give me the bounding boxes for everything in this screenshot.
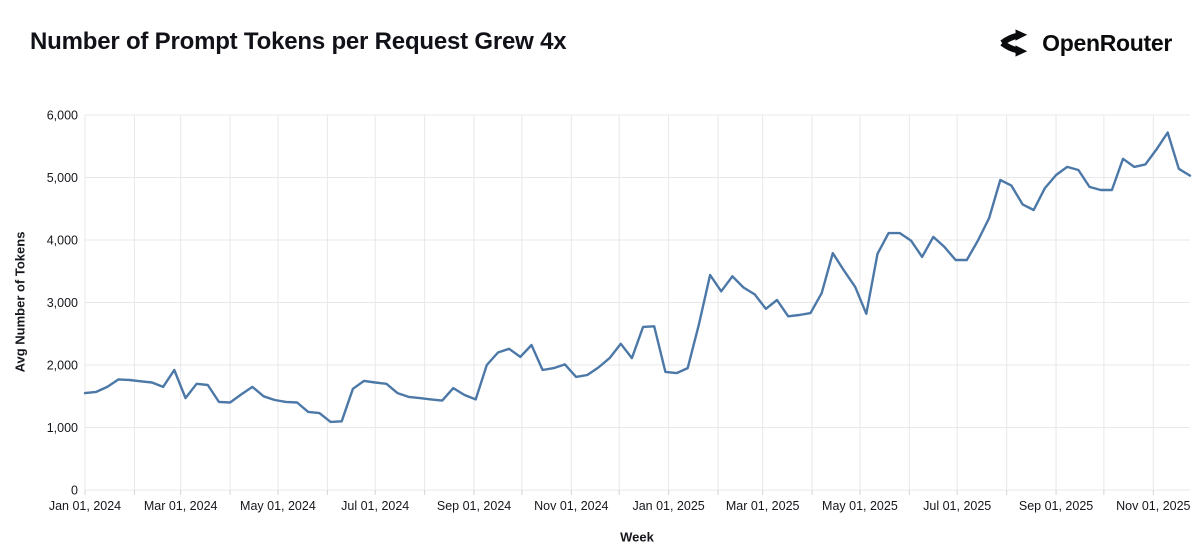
x-tick-label: Jan 01, 2025 bbox=[632, 499, 704, 513]
y-tick-label: 2,000 bbox=[47, 359, 78, 373]
series-line bbox=[83, 131, 1192, 424]
openrouter-logo-icon bbox=[998, 26, 1032, 60]
y-tick-label: 4,000 bbox=[47, 234, 78, 248]
x-tick-label: Jan 01, 2024 bbox=[49, 499, 121, 513]
y-tick-label: 1,000 bbox=[47, 421, 78, 435]
x-tick-label: Jul 01, 2025 bbox=[923, 499, 991, 513]
x-tick-label: Mar 01, 2024 bbox=[144, 499, 218, 513]
brand-name: OpenRouter bbox=[1042, 29, 1172, 56]
y-tick-label: 5,000 bbox=[47, 171, 78, 185]
y-tick-label: 0 bbox=[71, 484, 78, 498]
x-tick-label: Jul 01, 2024 bbox=[341, 499, 409, 513]
x-tick-label: Nov 01, 2025 bbox=[1116, 499, 1190, 513]
x-tick-label: Mar 01, 2025 bbox=[726, 499, 800, 513]
x-axis-title: Week bbox=[620, 529, 654, 545]
y-tick-label: 6,000 bbox=[47, 109, 78, 123]
brand-logo: OpenRouter bbox=[998, 26, 1172, 60]
x-tick-label: Nov 01, 2024 bbox=[534, 499, 608, 513]
x-tick-label: Sep 01, 2025 bbox=[1019, 499, 1093, 513]
y-tick-label: 3,000 bbox=[47, 296, 78, 310]
x-tick-label: May 01, 2024 bbox=[240, 499, 316, 513]
x-tick-label: May 01, 2025 bbox=[822, 499, 898, 513]
chart-title: Number of Prompt Tokens per Request Grew… bbox=[30, 28, 567, 55]
x-tick-label: Sep 01, 2024 bbox=[437, 499, 511, 513]
